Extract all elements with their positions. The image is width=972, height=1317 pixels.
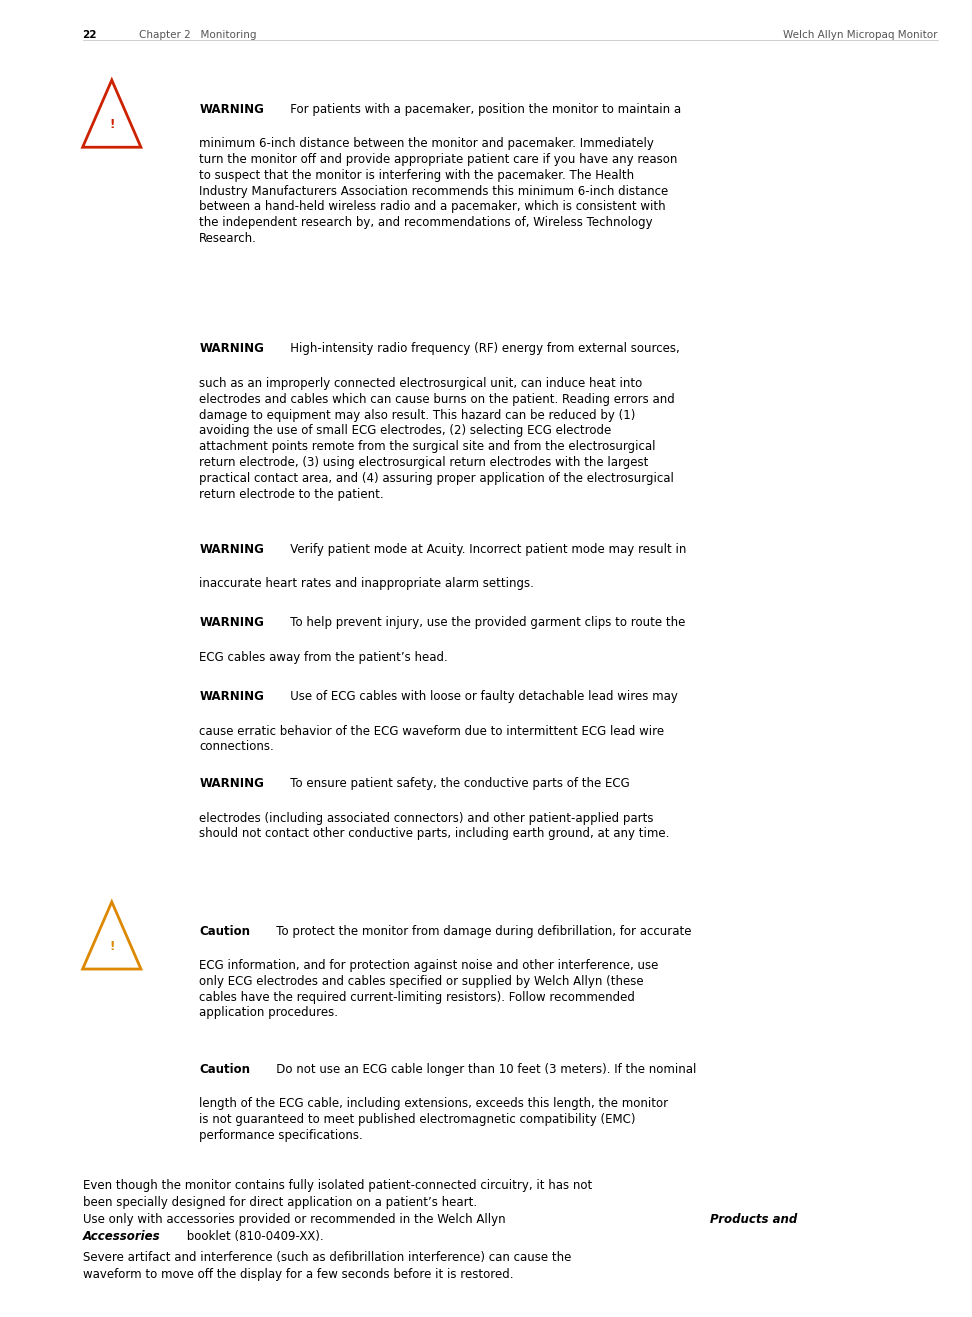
Text: Severe artifact and interference (such as defibrillation interference) can cause: Severe artifact and interference (such a…	[83, 1251, 571, 1264]
Text: 22: 22	[83, 30, 97, 41]
Text: inaccurate heart rates and inappropriate alarm settings.: inaccurate heart rates and inappropriate…	[199, 577, 535, 590]
Text: ECG cables away from the patient’s head.: ECG cables away from the patient’s head.	[199, 651, 448, 664]
Text: Verify patient mode at Acuity. Incorrect patient mode may result in: Verify patient mode at Acuity. Incorrect…	[279, 543, 686, 556]
Text: Use only with accessories provided or recommended in the Welch Allyn: Use only with accessories provided or re…	[83, 1213, 509, 1226]
Text: minimum 6-inch distance between the monitor and pacemaker. Immediately
turn the : minimum 6-inch distance between the moni…	[199, 137, 677, 245]
Text: been specially designed for direct application on a patient’s heart.: been specially designed for direct appli…	[83, 1196, 476, 1209]
Text: Caution: Caution	[199, 925, 250, 938]
Text: WARNING: WARNING	[199, 777, 264, 790]
Text: WARNING: WARNING	[199, 690, 264, 703]
Text: To ensure patient safety, the conductive parts of the ECG: To ensure patient safety, the conductive…	[279, 777, 630, 790]
Text: WARNING: WARNING	[199, 616, 264, 630]
Text: booklet (810-0409-XX).: booklet (810-0409-XX).	[183, 1230, 324, 1243]
Text: ECG information, and for protection against noise and other interference, use
on: ECG information, and for protection agai…	[199, 959, 659, 1019]
Text: Chapter 2   Monitoring: Chapter 2 Monitoring	[139, 30, 257, 41]
Text: To protect the monitor from damage during defibrillation, for accurate: To protect the monitor from damage durin…	[265, 925, 692, 938]
Text: Products and: Products and	[710, 1213, 797, 1226]
Text: Welch Allyn Micropaq Monitor: Welch Allyn Micropaq Monitor	[783, 30, 938, 41]
Text: WARNING: WARNING	[199, 342, 264, 356]
Text: Accessories: Accessories	[83, 1230, 160, 1243]
Text: High-intensity radio frequency (RF) energy from external sources,: High-intensity radio frequency (RF) ener…	[279, 342, 679, 356]
Text: To help prevent injury, use the provided garment clips to route the: To help prevent injury, use the provided…	[279, 616, 685, 630]
Text: WARNING: WARNING	[199, 103, 264, 116]
Text: For patients with a pacemaker, position the monitor to maintain a: For patients with a pacemaker, position …	[279, 103, 681, 116]
Text: Use of ECG cables with loose or faulty detachable lead wires may: Use of ECG cables with loose or faulty d…	[279, 690, 677, 703]
Text: waveform to move off the display for a few seconds before it is restored.: waveform to move off the display for a f…	[83, 1268, 513, 1281]
Text: WARNING: WARNING	[199, 543, 264, 556]
Text: Do not use an ECG cable longer than 10 feet (3 meters). If the nominal: Do not use an ECG cable longer than 10 f…	[265, 1063, 697, 1076]
Text: Caution: Caution	[199, 1063, 250, 1076]
Text: such as an improperly connected electrosurgical unit, can induce heat into
elect: such as an improperly connected electros…	[199, 377, 675, 500]
Text: length of the ECG cable, including extensions, exceeds this length, the monitor
: length of the ECG cable, including exten…	[199, 1097, 669, 1142]
Text: cause erratic behavior of the ECG waveform due to intermittent ECG lead wire
con: cause erratic behavior of the ECG wavefo…	[199, 724, 665, 753]
Text: electrodes (including associated connectors) and other patient-applied parts
sho: electrodes (including associated connect…	[199, 811, 670, 840]
Text: !: !	[109, 940, 115, 952]
Text: !: !	[109, 119, 115, 130]
Text: Even though the monitor contains fully isolated patient-connected circuitry, it : Even though the monitor contains fully i…	[83, 1179, 592, 1192]
